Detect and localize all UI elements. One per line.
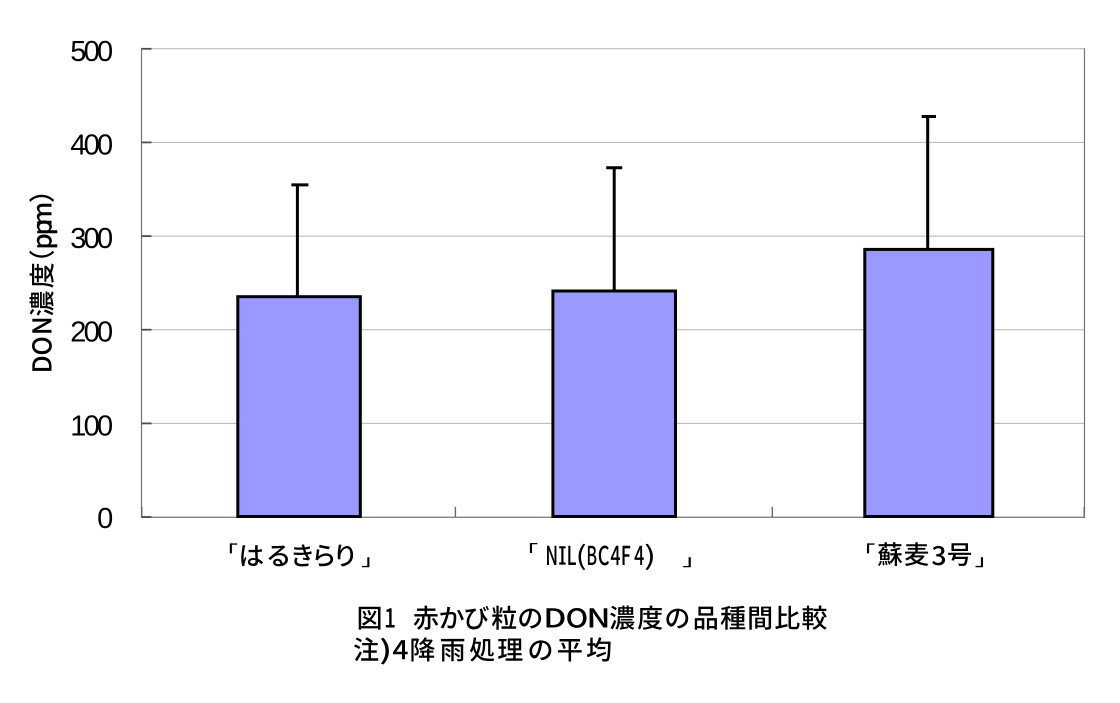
svg-text:0: 0 bbox=[97, 503, 112, 535]
svg-text:300: 300 bbox=[70, 223, 112, 255]
svg-text:200: 200 bbox=[70, 317, 112, 349]
svg-text:100: 100 bbox=[70, 410, 112, 442]
svg-text:500: 500 bbox=[70, 36, 112, 68]
svg-text:400: 400 bbox=[70, 129, 112, 161]
